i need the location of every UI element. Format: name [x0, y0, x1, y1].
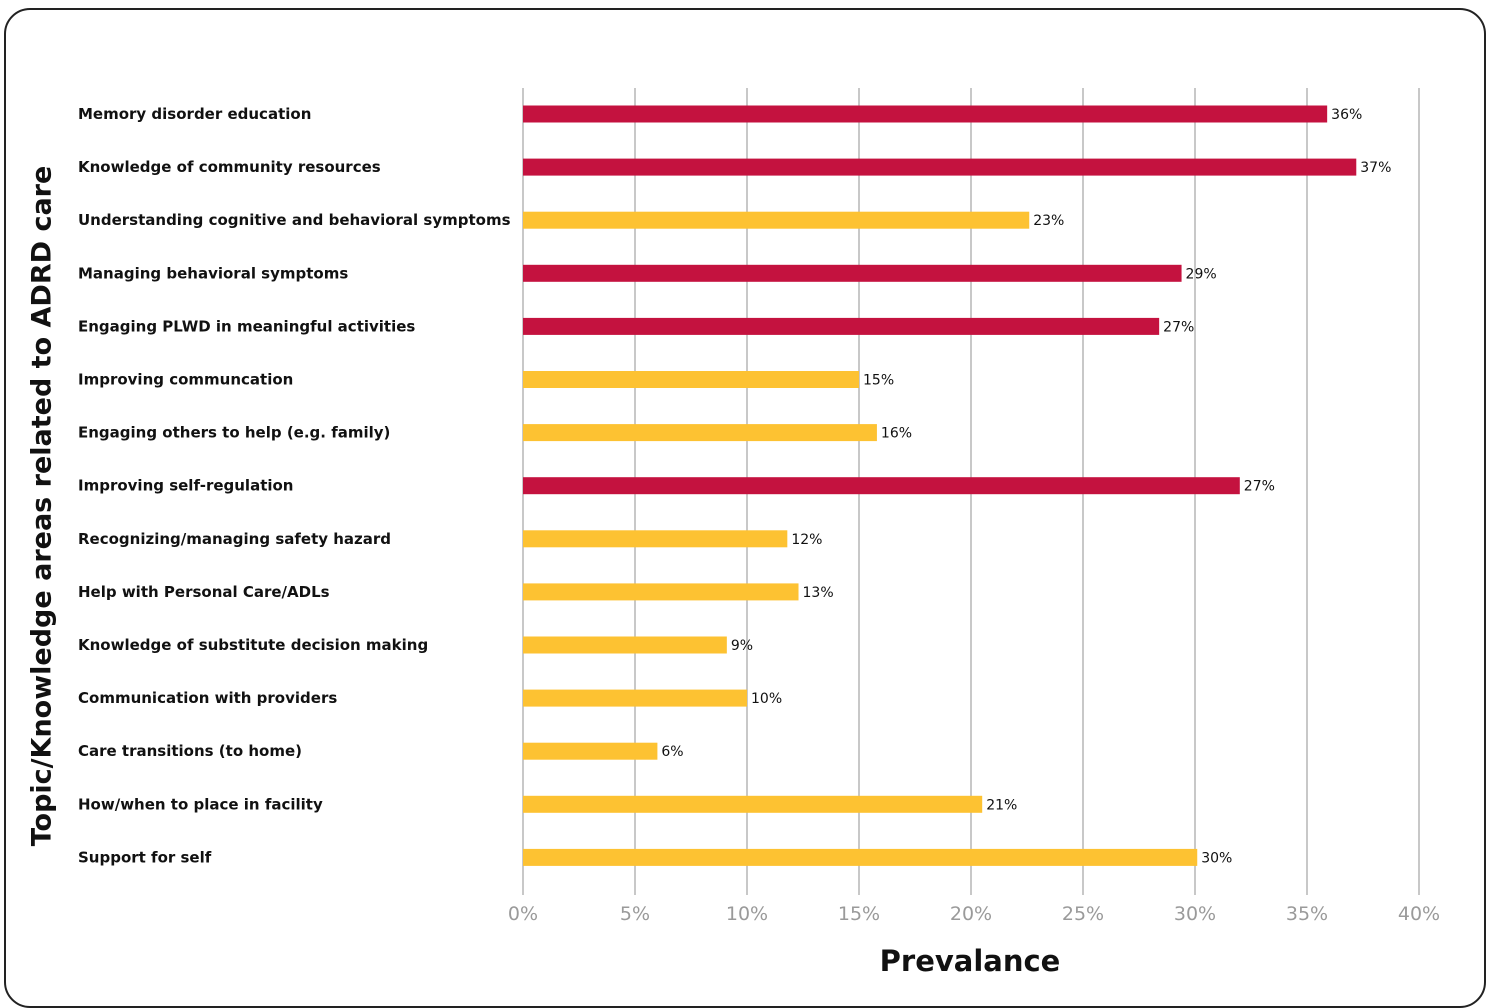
- bar: [523, 848, 1198, 866]
- bar: [523, 742, 658, 760]
- category-label: Knowledge of community resources: [78, 158, 381, 176]
- x-tick-label: 40%: [1398, 903, 1440, 925]
- category-label: Engaging others to help (e.g. family): [78, 424, 390, 442]
- category-label: Managing behavioral symptoms: [78, 264, 348, 282]
- bar: [523, 317, 1160, 335]
- x-tick-label: 10%: [726, 903, 768, 925]
- category-label: Memory disorder education: [78, 105, 311, 123]
- category-label: Recognizing/managing safety hazard: [78, 530, 391, 548]
- data-label: 15%: [863, 373, 894, 389]
- data-label: 36%: [1331, 107, 1362, 123]
- data-label: 23%: [1033, 213, 1064, 229]
- data-label: 30%: [1201, 850, 1232, 866]
- x-tick-label: 5%: [620, 903, 650, 925]
- x-tick-label: 20%: [950, 903, 992, 925]
- bar: [523, 264, 1182, 282]
- x-tick-label: 30%: [1174, 903, 1216, 925]
- category-label: Support for self: [78, 848, 212, 866]
- data-label: 21%: [986, 797, 1017, 813]
- category-label: Improving communcation: [78, 371, 293, 389]
- x-axis-label: Prevalance: [879, 944, 1061, 978]
- bar: [523, 583, 799, 601]
- data-label: 27%: [1244, 479, 1275, 495]
- data-label: 12%: [791, 532, 822, 548]
- x-tick-label: 15%: [838, 903, 880, 925]
- bar: [523, 530, 788, 548]
- data-label: 16%: [881, 426, 912, 442]
- category-label: Help with Personal Care/ADLs: [78, 583, 330, 601]
- bar: [523, 158, 1357, 176]
- bar: [523, 689, 747, 707]
- bar: [523, 105, 1328, 123]
- x-tick-label: 35%: [1286, 903, 1328, 925]
- bar: [523, 211, 1030, 229]
- bar: [523, 477, 1240, 495]
- category-label: How/when to place in facility: [78, 795, 323, 813]
- bar: [523, 424, 877, 442]
- category-label: Engaging PLWD in meaningful activities: [78, 317, 415, 335]
- bar: [523, 795, 983, 813]
- data-label: 29%: [1186, 266, 1217, 282]
- data-label: 9%: [731, 638, 753, 654]
- bar: [523, 636, 727, 654]
- data-label: 27%: [1163, 319, 1194, 335]
- data-label: 13%: [803, 585, 834, 601]
- x-tick-label: 25%: [1062, 903, 1104, 925]
- category-label: Communication with providers: [78, 689, 337, 707]
- data-label: 10%: [751, 691, 782, 707]
- bar: [523, 371, 859, 388]
- y-axis-label-text: Topic/Knowledge areas related to ADRD ca…: [26, 165, 58, 847]
- category-label: Knowledge of substitute decision making: [78, 636, 428, 654]
- category-label: Care transitions (to home): [78, 742, 302, 760]
- data-label: 37%: [1360, 160, 1391, 176]
- x-tick-label: 0%: [508, 903, 538, 925]
- category-label: Improving self-regulation: [78, 477, 294, 495]
- category-label: Understanding cognitive and behavioral s…: [78, 211, 511, 229]
- data-label: 6%: [661, 744, 683, 760]
- bar-chart: 0% 5% 10% 15% 20% 25% 30% 35% 40% Memory disorder…: [78, 88, 1440, 925]
